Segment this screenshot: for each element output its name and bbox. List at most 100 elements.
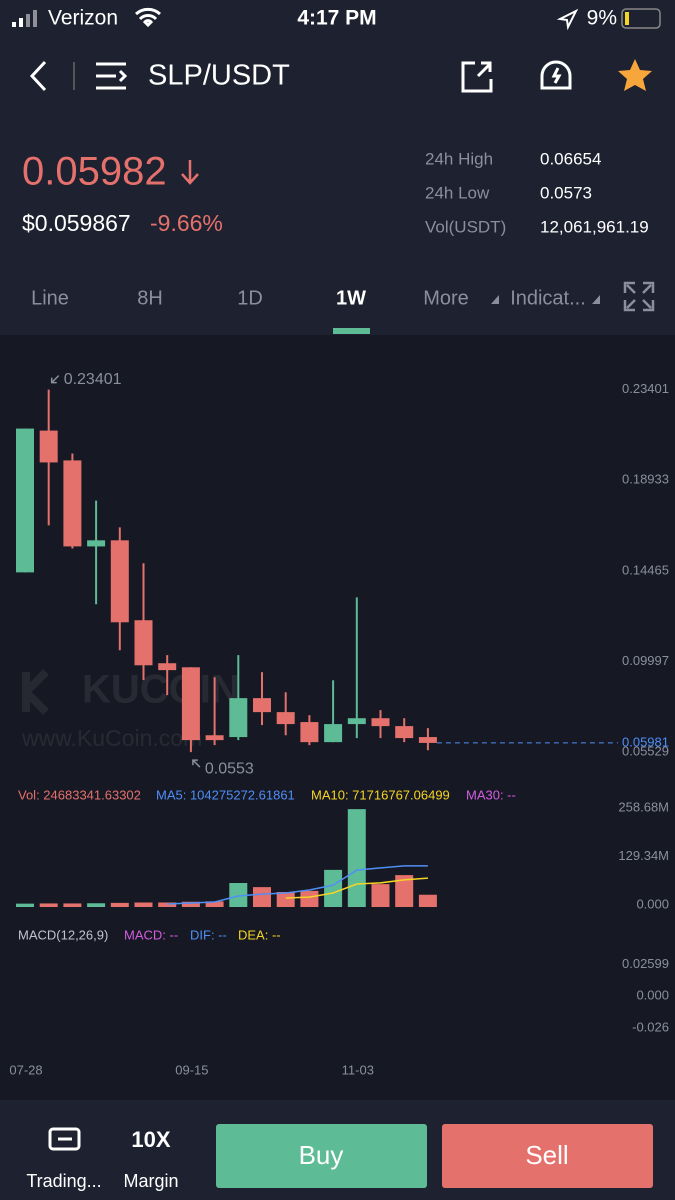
alert-button[interactable] [540,60,572,90]
candle-body [158,663,177,671]
ticker-stats: 24h High 0.06654 24h Low 0.0573 Vol(USDT) 12,… [425,149,649,236]
macd-legend: MACD(12,26,9) [18,927,108,942]
pair-title: SLP/USDT [148,60,290,92]
menu-button[interactable] [96,62,128,90]
candle-body [300,722,319,743]
volume-bar [300,890,319,907]
volume-bar [418,894,437,907]
stat-label: 24h Low [425,183,490,202]
sell-button[interactable] [442,1124,653,1188]
volume-bar [87,903,106,907]
usd-price: $0.059867 [22,210,131,236]
sell-label[interactable]: Sell [525,1140,568,1170]
price-tick-label: 0.05529 [622,744,669,759]
battery-level [625,12,629,25]
volume-bar [39,903,58,907]
candle-body [371,718,390,727]
signal [12,10,37,27]
candle-body [63,460,82,547]
price-tick-label: 0.23401 [622,381,669,396]
wifi-icon [135,7,161,28]
x-tick-label: 07-28 [9,1062,42,1077]
volume-bar [347,809,366,907]
min-annotation: 0.0553 [205,760,254,777]
trading-label[interactable]: Trading... [26,1171,101,1191]
volume-bar [229,883,248,907]
price-tick-label: 0.18933 [622,472,669,487]
volume-bar [63,903,82,907]
stat-value: 0.0573 [540,183,592,202]
battery-pct: 9% [587,7,617,30]
carrier: Verizon [48,7,118,30]
back-button[interactable] [29,60,47,92]
tab[interactable]: 8H [137,287,163,309]
favorite-button[interactable] [618,59,652,91]
volume-legend: MA5: 104275272.61861 [156,787,295,802]
candle-body [276,712,295,725]
macd-tick-label: 0.000 [636,988,669,1003]
stat-value: 0.06654 [540,149,601,168]
min-arrow [192,759,201,768]
margin-icon[interactable]: 10X [131,1127,170,1152]
watermark-brand: KUCOIN [82,668,240,712]
volume-legend: MA10: 71716767.06499 [311,787,450,802]
watermark-logo [22,669,49,715]
share-button[interactable] [461,61,493,93]
macd-tick-label: -0.026 [632,1019,669,1034]
active-tab-indicator [333,328,370,334]
buy-button[interactable] [216,1124,427,1188]
volume-bar [253,887,271,907]
tab[interactable]: Line [31,287,69,309]
price-tick-label: 0.14465 [622,562,669,577]
macd-legend: DEA: -- [238,927,281,942]
margin-label[interactable]: Margin [123,1171,178,1191]
location-icon [556,8,579,31]
volume-tick-label: 258.68M [618,799,669,814]
candle-body [205,735,224,741]
macd-legend: MACD: -- [124,927,178,942]
interval-tabs: Line 8H 1D 1W More Indicat... [31,287,600,309]
tab[interactable]: 1D [237,287,263,309]
volume-tick-label: 0.000 [636,896,669,911]
volume-bar [110,902,129,907]
volume-bar [134,902,153,907]
buy-label[interactable]: Buy [299,1140,344,1170]
tab[interactable]: More [423,287,469,309]
trading-icon[interactable] [48,1127,81,1151]
volume-bar [205,901,224,907]
candle-body [181,667,200,741]
volume-bar [371,884,390,907]
candle-body [229,698,248,738]
clock: 4:17 PM [297,7,376,30]
max-annotation: 0.23401 [64,371,122,388]
ma-line [167,865,428,905]
tab[interactable]: 1W [336,287,366,309]
volume-bar [324,869,343,907]
candle-body [110,540,129,623]
stat-value: 12,061,961.19 [540,217,649,236]
candle-body [418,737,437,743]
tab[interactable]: Indicat... [510,287,586,309]
stat-label: 24h High [425,149,493,168]
chart: 0.23401 0.18933 0.14465 0.09997 0.05529 07-28… [9,371,669,1078]
x-tick-label: 11-03 [342,1062,374,1077]
candle-body [324,724,343,743]
volume-tick-label: 129.34M [618,848,669,863]
candle-body [39,430,58,463]
last-price-label: 0.05981 [622,734,669,749]
volume-bar [16,903,34,907]
volume-legend: MA30: -- [466,787,516,802]
watermark-url: www.KuCoin.com [21,725,202,751]
candle-body [347,718,366,725]
candle-body [253,698,271,713]
volume-legend: Vol: 24683341.63302 [18,787,141,802]
change-pct: -9.66% [150,210,223,236]
ma-line [285,877,428,899]
candle-body [395,726,414,739]
candle-body [87,540,106,547]
last-price: 0.05982 [22,150,167,194]
macd-tick-label: 0.02599 [622,956,669,971]
fullscreen-button[interactable] [623,281,655,312]
